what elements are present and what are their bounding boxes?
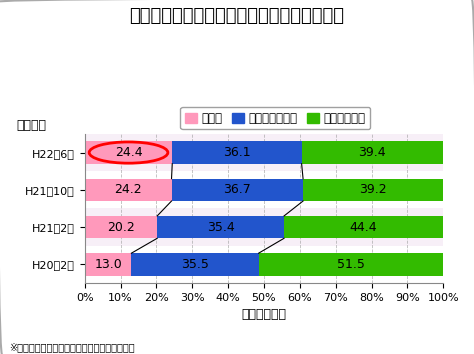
Text: 51.5: 51.5 [337, 258, 365, 271]
Bar [85, 141, 172, 164]
Text: 39.2: 39.2 [359, 183, 387, 196]
Text: 24.2: 24.2 [114, 183, 142, 196]
Text: 住宅ローン利用予定者の希望する金利タイプ: 住宅ローン利用予定者の希望する金利タイプ [129, 7, 345, 25]
Text: 36.1: 36.1 [223, 146, 251, 159]
Bar [259, 253, 443, 275]
Text: 13.0: 13.0 [94, 258, 122, 271]
Bar [157, 216, 284, 238]
Bar [172, 179, 303, 201]
X-axis label: 構成比（％）: 構成比（％） [241, 308, 286, 321]
Legend: 変動型, 固定期間選択型, 全期間固定型: 変動型, 固定期間選択型, 全期間固定型 [180, 107, 370, 130]
Text: 35.4: 35.4 [207, 221, 235, 234]
Text: 24.4: 24.4 [115, 146, 142, 159]
Bar [303, 179, 444, 201]
Bar [85, 134, 443, 171]
Bar [85, 179, 172, 201]
Bar [172, 141, 301, 164]
Text: 36.7: 36.7 [223, 183, 251, 196]
Text: 39.4: 39.4 [358, 146, 386, 159]
Text: 35.5: 35.5 [181, 258, 209, 271]
Text: 20.2: 20.2 [107, 221, 135, 234]
Bar [85, 216, 157, 238]
Bar [131, 253, 259, 275]
Bar [284, 216, 443, 238]
Text: 44.4: 44.4 [350, 221, 377, 234]
Bar [85, 253, 131, 275]
Bar [85, 209, 443, 246]
Text: ※住宅金融支援機構公表のデータを元に編集。: ※住宅金融支援機構公表のデータを元に編集。 [9, 342, 135, 352]
Bar [301, 141, 443, 164]
Text: 調査時期: 調査時期 [17, 119, 47, 132]
